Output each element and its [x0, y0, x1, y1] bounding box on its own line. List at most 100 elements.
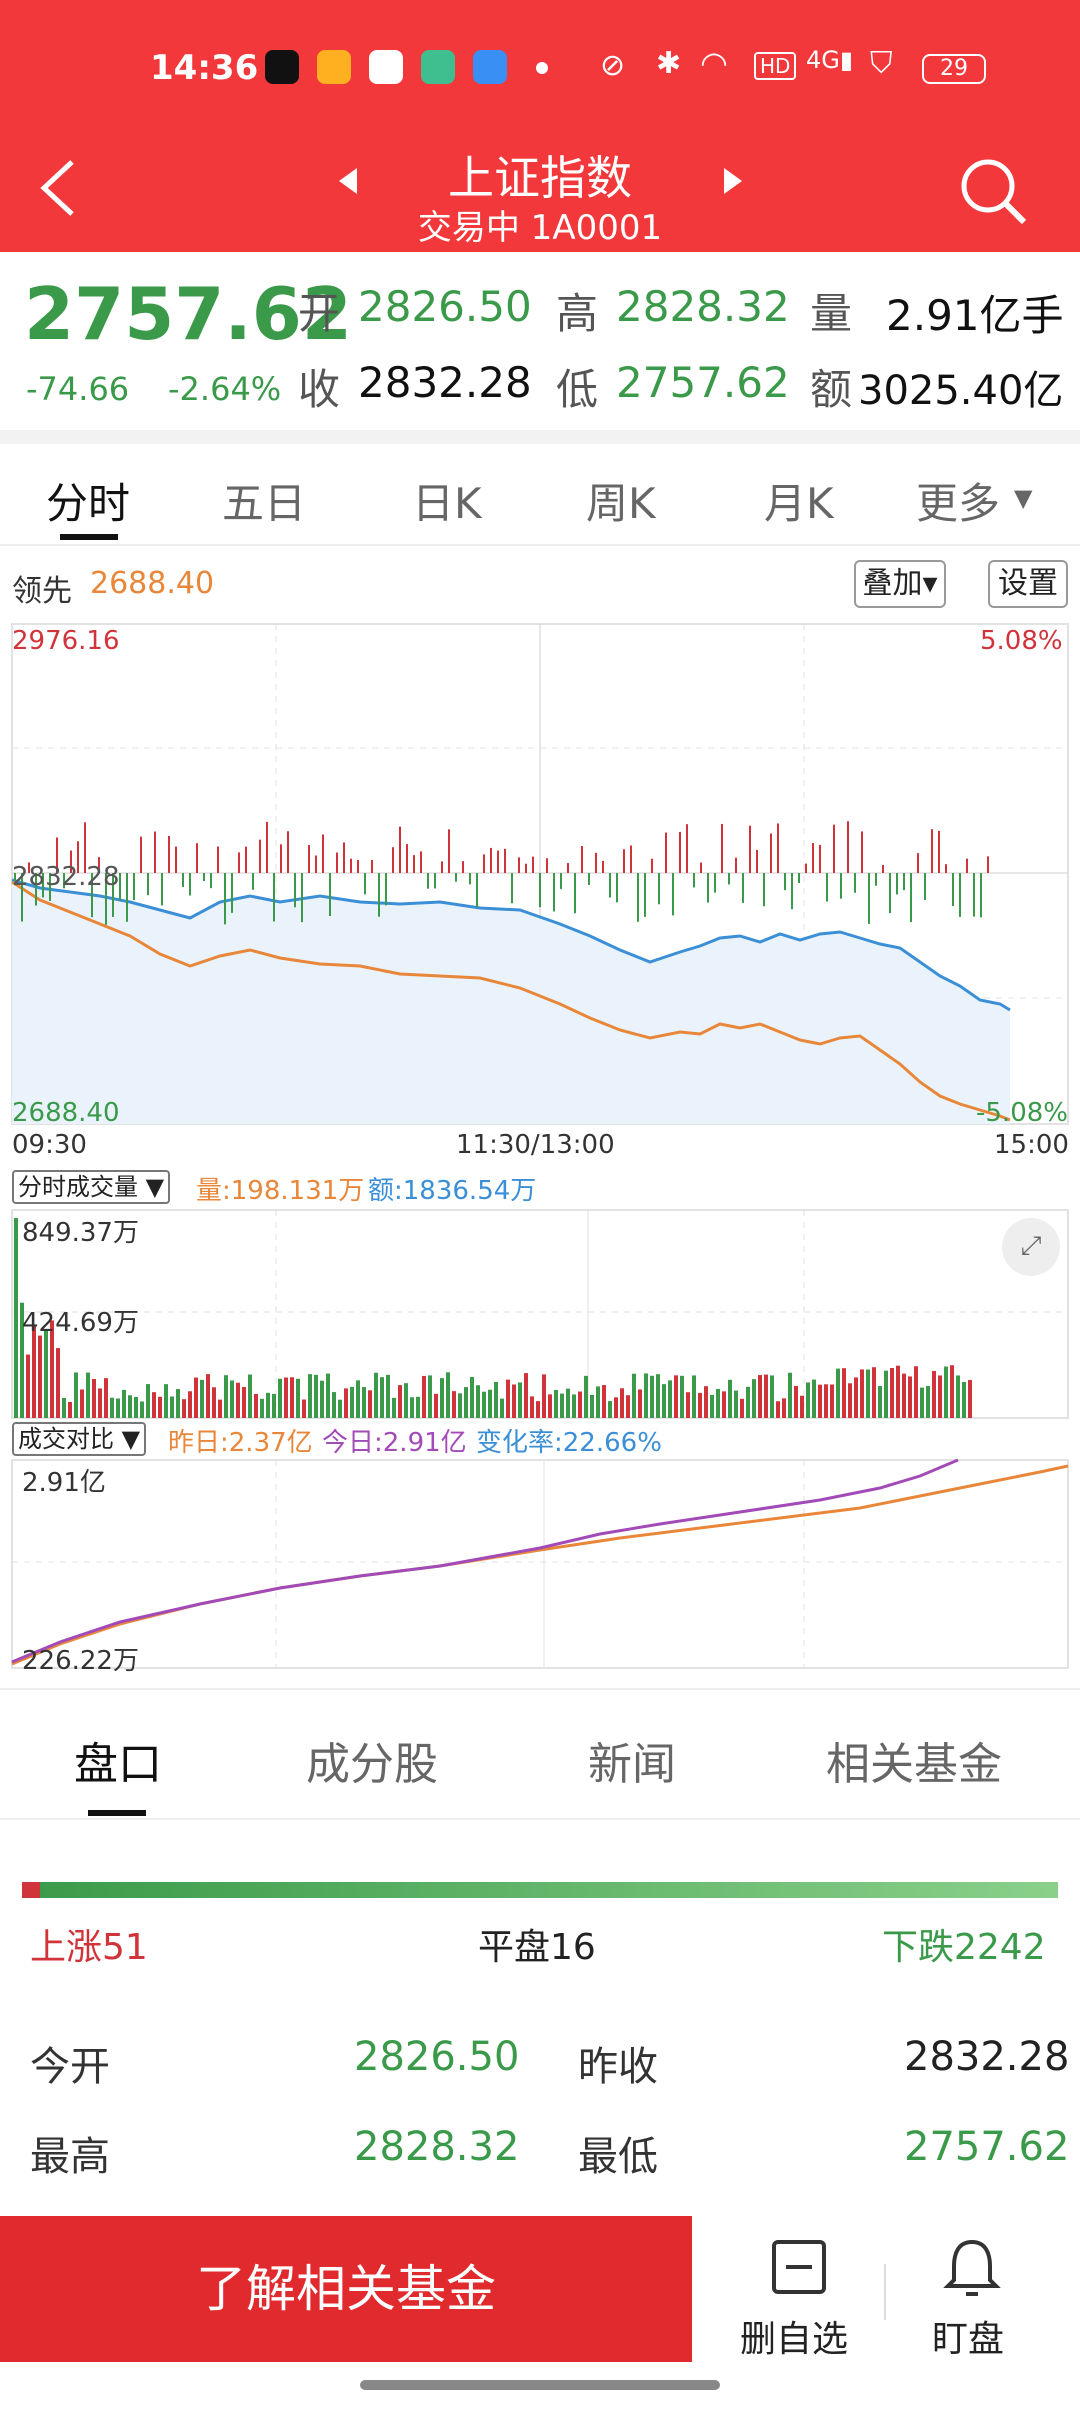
search-icon[interactable] [956, 154, 1032, 230]
volume-bar [380, 1377, 384, 1418]
volume-bar [650, 1375, 654, 1418]
low-detail-label: 最低 [578, 2134, 658, 2180]
tick-bar [490, 847, 492, 873]
tab-intraday[interactable]: 分时 [46, 479, 131, 528]
next-arrow-icon[interactable] [722, 166, 746, 196]
app-icon [369, 50, 403, 84]
divider [884, 2264, 886, 2320]
tab-order-book[interactable]: 盘口 [74, 1739, 162, 1790]
volume-bar [464, 1387, 468, 1418]
volume-bar [32, 1324, 36, 1418]
status-bar: 14:36 ⊘ ✱ ◠ HD 4G▮ ⛉ 29 [0, 0, 1080, 136]
settings-button[interactable]: 设置 [988, 560, 1068, 608]
volume-bar [128, 1395, 132, 1418]
volume-bar [26, 1354, 30, 1418]
tick-bar [154, 831, 156, 873]
tick-bar [336, 852, 338, 873]
tick-bar [42, 873, 44, 898]
tab-more[interactable]: 更多 [916, 479, 1001, 528]
expand-icon[interactable]: ⤢ [1002, 1218, 1060, 1276]
tick-bar [140, 836, 142, 873]
tick-bar [196, 843, 198, 873]
tick-bar [371, 859, 373, 873]
tab-news[interactable]: 新闻 [588, 1739, 676, 1790]
overlay-button[interactable]: 叠加▾ [854, 560, 946, 608]
volume-bar [938, 1375, 942, 1418]
tick-bar [161, 873, 163, 906]
volume-selector[interactable]: 分时成交量 ▼ [12, 1170, 171, 1204]
tick-bar [399, 826, 401, 873]
tick-bar [357, 859, 359, 873]
tick-bar [105, 873, 107, 925]
watch-label[interactable]: 盯盘 [932, 2319, 1005, 2360]
volume-bar [200, 1379, 204, 1418]
tick-bar [427, 873, 429, 889]
close-label: 收 [298, 365, 341, 414]
volume-bar [404, 1383, 408, 1418]
volume-bar [608, 1401, 612, 1418]
volume-bar [188, 1391, 192, 1418]
tick-bar [343, 842, 345, 873]
volume-bar [776, 1401, 780, 1418]
tick-bar [882, 864, 884, 873]
tab-indicator [60, 534, 118, 540]
prev-close-value: 2832.28 [904, 2034, 1070, 2080]
tick-bar [364, 873, 366, 895]
prev-arrow-icon[interactable] [335, 166, 359, 196]
volume-bar [500, 1398, 504, 1418]
compare-selector[interactable]: 成交对比 ▼ [12, 1422, 147, 1456]
volume-bar [818, 1384, 822, 1418]
remove-watchlist-icon[interactable] [770, 2238, 830, 2298]
volume-bar [758, 1375, 762, 1418]
volume-bar [704, 1386, 708, 1418]
tab-constituents[interactable]: 成分股 [306, 1739, 438, 1790]
volume-bar [494, 1381, 498, 1418]
amount-figure: 额:1836.54万 [368, 1176, 537, 1206]
tick-bar [56, 837, 58, 873]
volume-bar [374, 1372, 378, 1418]
tick-bar [532, 856, 534, 873]
tick-bar [35, 873, 37, 906]
tick-bar [609, 873, 611, 898]
tick-bar [189, 873, 191, 896]
tick-bar [875, 873, 877, 886]
bell-icon[interactable] [942, 2236, 1002, 2300]
back-icon[interactable] [36, 156, 80, 220]
volume-bar [236, 1382, 240, 1418]
tick-bar [826, 873, 828, 902]
signal-icon: 4G▮ [806, 46, 854, 74]
tab-daily-k[interactable]: 日K [412, 479, 482, 528]
volume-bar [920, 1387, 924, 1418]
volume-bar [956, 1375, 960, 1418]
tick-bar [203, 873, 205, 882]
yesterday-volume: 昨日:2.37亿 [168, 1428, 313, 1458]
tab-related-funds[interactable]: 相关基金 [826, 1739, 1002, 1790]
close-value: 2832.28 [358, 358, 532, 407]
tick-bar [175, 846, 177, 873]
tick-bar [616, 873, 618, 903]
tick-bar [595, 852, 597, 873]
tab-five-day[interactable]: 五日 [222, 479, 307, 528]
tick-bar [49, 873, 51, 901]
tick-bar [301, 873, 303, 923]
tick-bar [777, 823, 779, 873]
tick-bar [728, 873, 730, 885]
tick-bar [805, 863, 807, 873]
tick-bar [14, 873, 16, 881]
tick-bar [693, 873, 695, 888]
divider [0, 1688, 1080, 1690]
volume-bar [506, 1379, 510, 1418]
remove-watchlist-label[interactable]: 删自选 [740, 2319, 849, 2360]
volume-bar [590, 1394, 594, 1418]
volume-bar [170, 1396, 174, 1418]
related-funds-button[interactable]: 了解相关基金 [0, 2216, 692, 2362]
tab-weekly-k[interactable]: 周K [586, 479, 656, 528]
volume-bar [626, 1395, 630, 1418]
volume-selector-label: 分时成交量 [18, 1173, 138, 1201]
tick-bar [812, 843, 814, 873]
volume-value: 2.91亿手 [886, 291, 1064, 340]
tick-bar [322, 834, 324, 873]
tick-bar [98, 857, 100, 873]
tick-bar [294, 873, 296, 908]
tab-monthly-k[interactable]: 月K [764, 479, 834, 528]
